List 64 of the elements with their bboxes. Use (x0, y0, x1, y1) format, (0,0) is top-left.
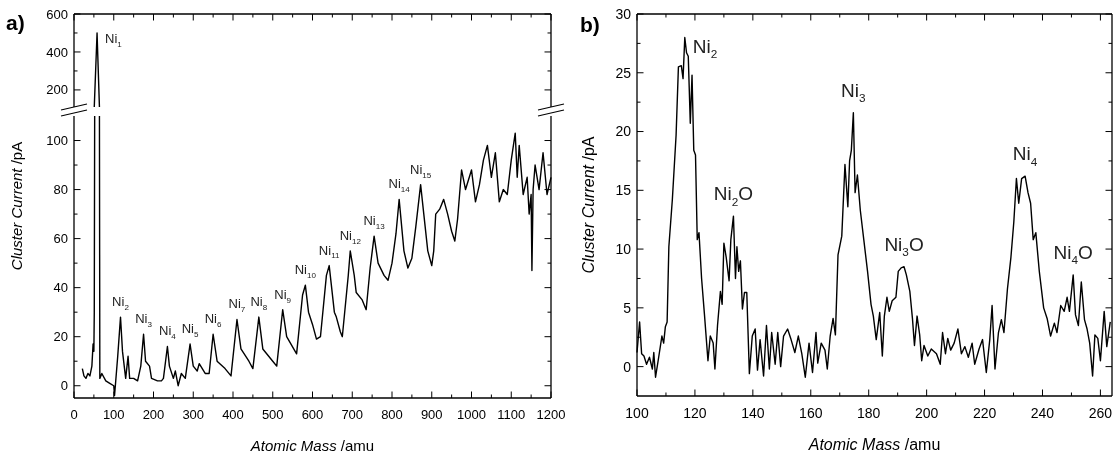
x-tick-label: 180 (857, 405, 881, 421)
annotation: Ni$_{8}$ (250, 294, 268, 312)
x-tick-label: 120 (683, 405, 707, 421)
x-tick-label: 220 (972, 405, 997, 421)
x-tick-label: 400 (222, 407, 244, 422)
annotation: Ni$_{6}$ (204, 311, 223, 330)
x-axis-title: Atomic Mass /amu (807, 436, 941, 453)
y-tick-label: 600 (46, 6, 68, 22)
annotation: Ni$_{7}$ (228, 296, 246, 315)
y-tick-label: 20 (615, 123, 632, 140)
annotation: Ni$_{15}$ (410, 161, 432, 180)
x-tick-label: 1000 (457, 407, 486, 422)
x-tick-label: 100 (102, 407, 125, 422)
chart-title: b) (580, 13, 600, 36)
x-axis-title: Atomic Mass /amu (249, 437, 375, 454)
x-tick-label: 300 (182, 407, 205, 422)
x-tick-label: 900 (420, 407, 443, 422)
annotation: Ni$_{2}$ (692, 35, 718, 61)
x-tick-label: 200 (914, 405, 939, 421)
annotation: Ni$_{11}$ (318, 242, 341, 261)
y-tick-label: 10 (615, 240, 632, 257)
annotation: Ni$_{9}$ (274, 286, 292, 305)
y-tick-label: 80 (53, 182, 68, 198)
x-tick-label: 500 (261, 407, 284, 422)
x-tick-label: 160 (799, 405, 823, 421)
annotation: Ni$_{3}$O (884, 233, 924, 259)
annotation: Ni$_{3}$ (135, 311, 153, 330)
x-tick-label: 800 (381, 407, 403, 422)
chart-title: a) (6, 11, 25, 34)
y-tick-label: 100 (46, 133, 68, 149)
y-axis-title: Cluster Current /pA (580, 136, 597, 274)
annotation: Ni$_{5}$ (181, 321, 199, 339)
y-tick-label: 25 (615, 64, 632, 81)
y-tick-label: 0 (60, 378, 68, 394)
annotation: Ni$_{4}$O (1053, 241, 1093, 267)
annotation: Ni$_{10}$ (294, 262, 317, 281)
y-tick-label: 200 (46, 82, 68, 98)
y-tick-label: 30 (615, 5, 632, 22)
annotation: Ni$_{12}$ (339, 227, 362, 246)
y-axis-title: Cluster Current /pA (8, 141, 25, 271)
y-tick-label: 15 (615, 182, 632, 199)
y-tick-label: 20 (53, 329, 68, 345)
y-tick-label: 40 (53, 280, 68, 296)
x-tick-label: 140 (741, 405, 765, 421)
x-tick-label: 700 (341, 407, 364, 422)
x-tick-label: 1200 (536, 407, 566, 422)
x-tick-label: 240 (1030, 405, 1055, 421)
annotation: Ni$_{2}$ (112, 294, 130, 312)
annotation: Ni$_{3}$ (841, 79, 867, 105)
annotation: Ni$_{13}$ (363, 213, 386, 232)
x-tick-label: 200 (142, 407, 165, 422)
annotation: Ni$_{2}$O (713, 183, 754, 208)
annotation: Ni$_{14}$ (388, 176, 411, 195)
x-tick-label: 600 (301, 407, 324, 422)
y-tick-label: 5 (623, 299, 632, 316)
y-tick-label: 0 (623, 358, 632, 375)
y-tick-label: 400 (46, 44, 68, 60)
annotation: Ni$_{4}$ (159, 323, 177, 342)
x-tick-label: 260 (1088, 405, 1113, 421)
annotation: Ni$_{1}$ (105, 31, 123, 50)
annotation: Ni$_{4}$ (1012, 143, 1038, 168)
x-tick-label: 0 (70, 407, 78, 422)
x-tick-label: 1100 (497, 407, 526, 422)
y-tick-label: 60 (53, 231, 68, 247)
